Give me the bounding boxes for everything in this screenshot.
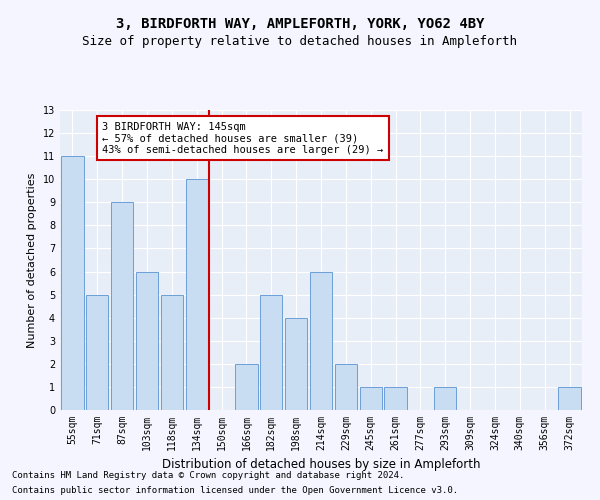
Bar bbox=[86, 294, 109, 410]
Bar bbox=[385, 387, 407, 410]
Y-axis label: Number of detached properties: Number of detached properties bbox=[27, 172, 37, 348]
Text: Contains public sector information licensed under the Open Government Licence v3: Contains public sector information licen… bbox=[12, 486, 458, 495]
Text: 3, BIRDFORTH WAY, AMPLEFORTH, YORK, YO62 4BY: 3, BIRDFORTH WAY, AMPLEFORTH, YORK, YO62… bbox=[116, 18, 484, 32]
Bar bbox=[235, 364, 257, 410]
Bar bbox=[310, 272, 332, 410]
Bar bbox=[61, 156, 83, 410]
Bar bbox=[161, 294, 183, 410]
Bar bbox=[136, 272, 158, 410]
Bar bbox=[335, 364, 357, 410]
Bar bbox=[285, 318, 307, 410]
Bar bbox=[185, 179, 208, 410]
Text: 3 BIRDFORTH WAY: 145sqm
← 57% of detached houses are smaller (39)
43% of semi-de: 3 BIRDFORTH WAY: 145sqm ← 57% of detache… bbox=[102, 122, 383, 154]
Text: Contains HM Land Registry data © Crown copyright and database right 2024.: Contains HM Land Registry data © Crown c… bbox=[12, 471, 404, 480]
Bar bbox=[260, 294, 283, 410]
X-axis label: Distribution of detached houses by size in Ampleforth: Distribution of detached houses by size … bbox=[162, 458, 480, 471]
Bar bbox=[111, 202, 133, 410]
Text: Size of property relative to detached houses in Ampleforth: Size of property relative to detached ho… bbox=[83, 35, 517, 48]
Bar bbox=[434, 387, 457, 410]
Bar bbox=[359, 387, 382, 410]
Bar bbox=[559, 387, 581, 410]
